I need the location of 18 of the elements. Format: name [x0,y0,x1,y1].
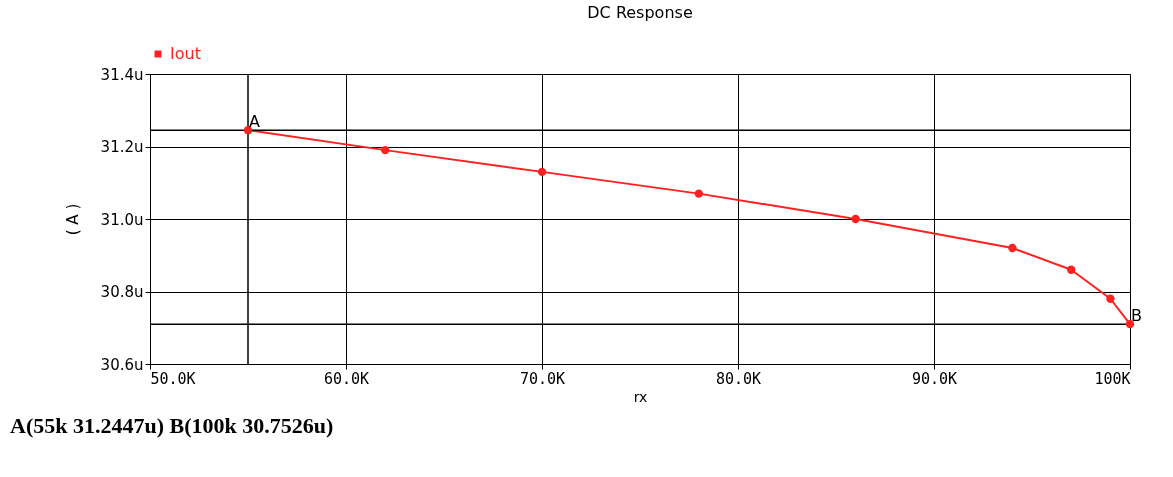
y-tick-label: 31.4u [100,65,144,84]
y-axis-title: ( A ) [63,203,82,236]
x-tick-label: 80.0K [715,369,762,388]
y-tick-label: 30.8u [100,283,144,301]
chart-title: DC Response [587,3,693,22]
x-tick-label: 60.0K [323,369,370,388]
x-axis-title: rx [633,388,648,405]
y-tick-label: 31.0u [100,210,144,229]
annotation: B [1131,306,1142,326]
x-tick-label: 70.0K [519,369,566,388]
legend-label: Iout [170,44,201,63]
annotation: A [249,112,260,132]
y-tick-label: 31.2u [100,138,144,156]
text: A(55k 31.2447u) B(100k 30.7526u) [10,413,334,438]
x-tick-label: 90.0K [911,369,958,388]
x-tick-label: 50.0K [150,369,196,388]
y-tick-label: 30.6u [100,355,144,374]
x-tick-label: 100K [1094,369,1131,388]
